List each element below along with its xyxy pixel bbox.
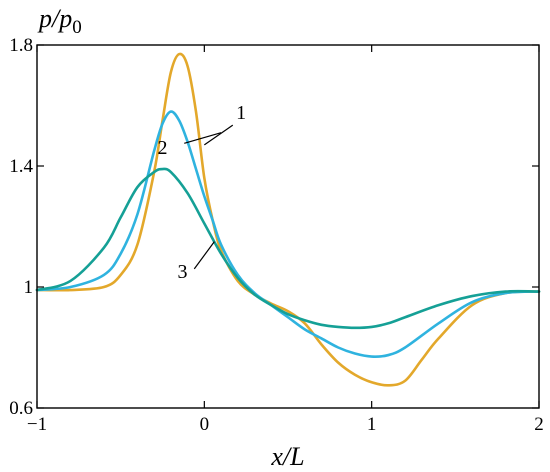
series-line-1 <box>35 52 541 387</box>
x-tick-label: −1 <box>27 414 47 435</box>
y-tick-label: 1.4 <box>9 156 33 177</box>
y-axis-label-main: p/p <box>37 4 72 33</box>
x-axis-label: x/L <box>270 442 304 471</box>
annotation-layer: 1 2 3 <box>157 102 246 283</box>
x-tick-label: 2 <box>534 414 544 435</box>
series-line-3 <box>35 167 541 330</box>
curve-label-1: 1 <box>236 102 246 124</box>
curve-leader-2 <box>184 132 222 144</box>
x-tick-label: 1 <box>367 414 377 435</box>
curve-leader-1 <box>203 124 234 146</box>
y-tick-label: 0.6 <box>9 398 33 419</box>
x-tick-label: 0 <box>200 414 210 435</box>
curve-leader-3 <box>193 241 215 270</box>
x-axis-label-main: x/L <box>270 442 304 471</box>
ticks-layer: −1 0 1 2 0.6 1 1.4 1.8 <box>9 35 544 435</box>
series-layer <box>35 52 541 387</box>
y-axis-label: p/p0 <box>37 4 82 38</box>
y-tick-label: 1.8 <box>9 35 33 56</box>
curve-label-3: 3 <box>178 261 188 283</box>
curve-label-2: 2 <box>157 137 167 159</box>
y-axis-label-sub: 0 <box>72 17 82 38</box>
plot-frame <box>36 44 540 409</box>
y-tick-label: 1 <box>24 277 34 298</box>
series-line-2 <box>35 110 541 358</box>
